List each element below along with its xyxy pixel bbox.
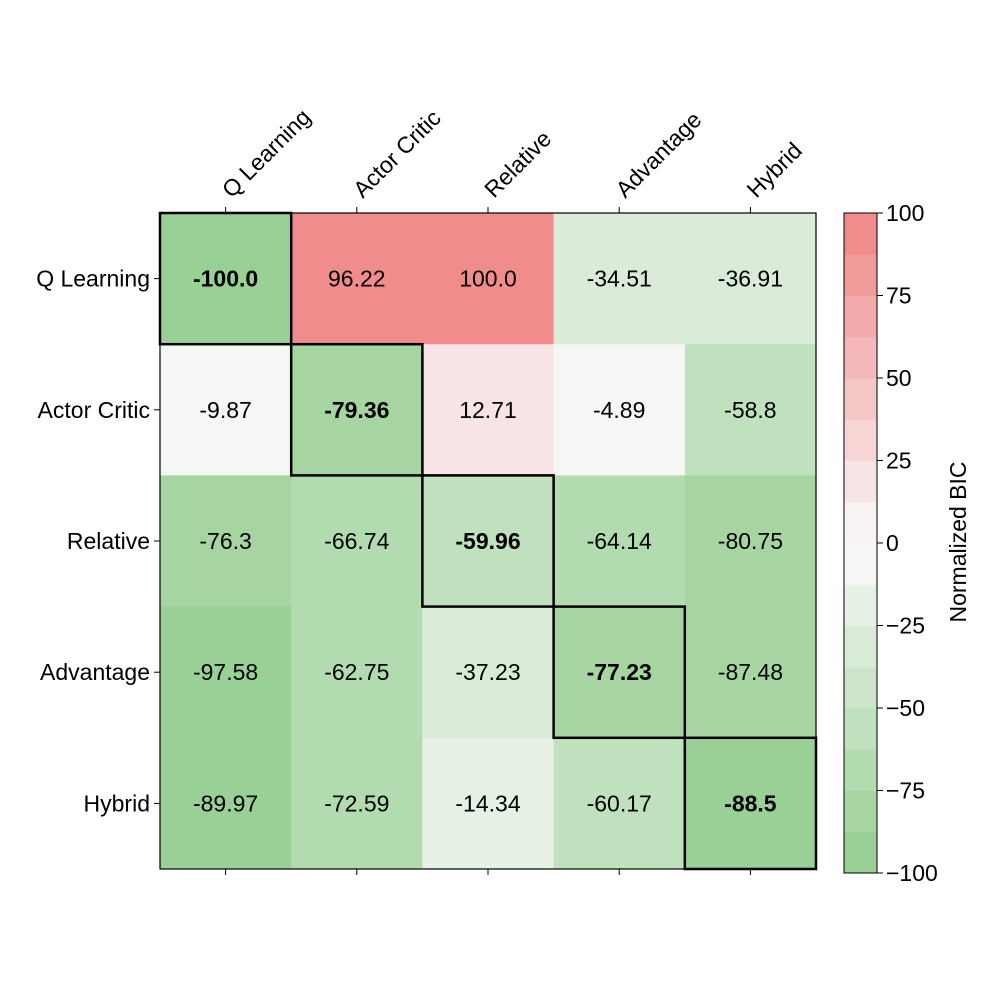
colorbar-tick-label: −50 (886, 695, 925, 721)
heatmap-cell (553, 213, 686, 345)
y-tick-label: Q Learning (36, 266, 150, 292)
heatmap-cell (160, 737, 292, 870)
colorbar-segment (844, 378, 877, 420)
heatmap-cells: -100.0 96.22 100.0 -34.51 -36.91 -9.87 -79.36 1… (160, 213, 817, 870)
cell-value-label: -89.97 (193, 790, 258, 816)
heatmap-cell (684, 213, 817, 345)
heatmap-cell (160, 475, 292, 608)
cell-value-label: -87.48 (718, 659, 783, 685)
cell-value-label: 12.71 (459, 397, 517, 423)
cell-value-label: -100.0 (193, 266, 258, 292)
heatmap-cell (422, 737, 555, 870)
heatmap-cell (291, 344, 423, 476)
cell-value-label: -9.87 (199, 397, 251, 423)
cell-value-label: -14.34 (455, 790, 520, 816)
cell-value-label: -4.89 (593, 397, 645, 423)
cell-value-label: -77.23 (587, 659, 652, 685)
cell-value-label: 100.0 (459, 266, 517, 292)
colorbar-segment (844, 749, 877, 791)
heatmap-cell (422, 344, 555, 476)
heatmap-cell (422, 475, 555, 608)
colorbar-segment (844, 460, 877, 503)
y-tick-label: Advantage (40, 659, 150, 685)
heatmap-cell (553, 606, 686, 739)
heatmap-cell (684, 344, 817, 476)
x-tick-label: Hybrid (742, 137, 807, 202)
x-tick-label: Q Learning (217, 104, 316, 203)
y-axis: Q Learning Actor Critic Relative Advantage H… (36, 266, 160, 816)
cell-value-label: -66.74 (324, 528, 389, 554)
cell-value-label: 96.22 (328, 266, 386, 292)
highlighted-cell-outline (289, 342, 424, 477)
colorbar-tick-label: 25 (886, 448, 912, 474)
heatmap-cell (553, 737, 686, 870)
cell-value-label: -36.91 (718, 266, 783, 292)
colorbar-tick-label: 0 (886, 530, 899, 556)
colorbar-tick-label: −75 (886, 778, 925, 804)
cell-value-label: -76.3 (199, 528, 251, 554)
heatmap-cell (160, 344, 292, 476)
highlighted-cell-outline (421, 474, 555, 608)
colorbar-tick-label: 75 (886, 283, 912, 309)
colorbar-segment (844, 625, 877, 668)
colorbar-segment (844, 831, 877, 874)
colorbar-tick-label: −100 (886, 860, 938, 886)
cell-value-label: -34.51 (587, 266, 652, 292)
colorbar-label: Normalized BIC (945, 461, 971, 622)
colorbar: 100 75 50 25 0 −25 −50 −75 −100 Normalized BIC (843, 200, 971, 886)
heatmap-cell (684, 475, 817, 608)
colorbar-segment (844, 254, 877, 296)
heatmap-cell (422, 606, 555, 739)
heatmap-cell (422, 213, 555, 345)
heatmap-cell (160, 213, 292, 345)
cell-value-label: -88.5 (724, 790, 777, 816)
colorbar-tick-label: 100 (886, 200, 924, 226)
colorbar-tick-label: −25 (886, 613, 925, 639)
colorbar-segment (844, 666, 877, 709)
cell-value-label: -59.96 (455, 528, 520, 554)
colorbar-segment (844, 584, 877, 626)
colorbar-segment (844, 790, 877, 833)
cell-value-label: -72.59 (324, 790, 389, 816)
heatmap-cell (553, 475, 686, 608)
y-tick-label: Actor Critic (38, 397, 150, 423)
colorbar-segment (844, 501, 877, 544)
cell-value-label: -58.8 (724, 397, 776, 423)
highlighted-cell-outline (552, 605, 687, 740)
heatmap-cell (291, 213, 423, 345)
cell-value-label: -60.17 (587, 790, 652, 816)
heatmap-cell (684, 737, 817, 870)
colorbar-segment (844, 336, 877, 379)
heatmap-cell (553, 344, 686, 476)
cell-value-label: -79.36 (324, 397, 389, 423)
heatmap-cell (160, 606, 292, 739)
x-tick-label: Advantage (610, 106, 706, 202)
colorbar-segment (844, 543, 877, 585)
cell-value-label: -37.23 (455, 659, 520, 685)
x-tick-label: Actor Critic (348, 105, 446, 203)
cell-value-label: -97.58 (193, 659, 258, 685)
cell-value-label: -62.75 (324, 659, 389, 685)
y-tick-label: Hybrid (84, 790, 150, 816)
colorbar-segment (844, 419, 877, 461)
colorbar-tick-label: 50 (886, 365, 912, 391)
heatmap-cell (291, 606, 423, 739)
heatmap-cell (291, 475, 423, 608)
colorbar-segment (844, 213, 877, 255)
heatmap-cell (684, 606, 817, 739)
cell-value-label: -64.14 (587, 528, 652, 554)
cell-value-label: -80.75 (718, 528, 783, 554)
colorbar-segment (844, 295, 877, 338)
x-tick-label: Relative (479, 125, 556, 202)
y-tick-label: Relative (67, 528, 150, 554)
heatmap-cell (291, 737, 423, 870)
colorbar-segment (844, 708, 877, 750)
